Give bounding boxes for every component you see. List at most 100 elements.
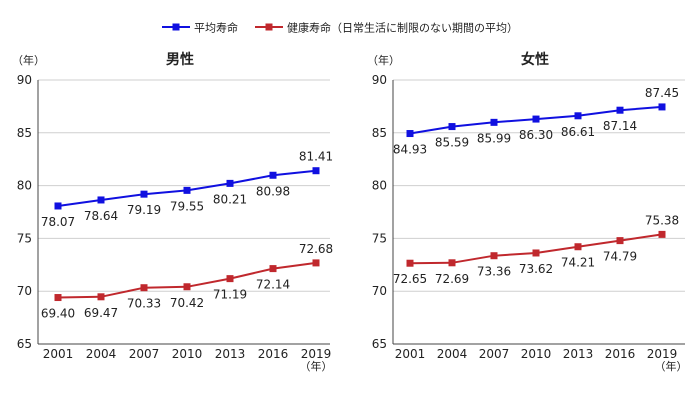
data-point	[312, 259, 320, 267]
data-point	[269, 171, 277, 179]
x-tick-label: 2007	[129, 347, 160, 361]
data-point	[532, 115, 540, 123]
data-label: 72.65	[393, 272, 427, 286]
data-label: 86.61	[561, 125, 595, 139]
data-label: 78.07	[41, 215, 75, 229]
data-point	[140, 190, 148, 198]
data-point	[183, 283, 191, 291]
data-point	[226, 275, 234, 283]
data-label: 80.98	[256, 184, 290, 198]
data-label: 79.19	[127, 203, 161, 217]
data-point	[448, 123, 456, 131]
data-label: 74.21	[561, 256, 595, 270]
data-label: 69.40	[41, 307, 75, 321]
data-point	[269, 265, 277, 273]
data-point	[448, 259, 456, 267]
x-tick-label: 2010	[172, 347, 203, 361]
data-label: 72.68	[299, 242, 333, 256]
data-label: 84.93	[393, 143, 427, 157]
data-label: 87.14	[603, 119, 637, 133]
data-point	[140, 284, 148, 292]
y-tick-label: 85	[17, 126, 32, 140]
x-tick-label: 2001	[43, 347, 74, 361]
x-tick-label: 2016	[605, 347, 636, 361]
y-tick-label: 90	[17, 73, 32, 87]
x-tick-label: 2004	[86, 347, 117, 361]
data-label: 75.38	[645, 213, 679, 227]
data-point	[312, 167, 320, 175]
data-point	[54, 294, 62, 302]
plot-area: 65 70 75 80 85 90 2001 2004 2007 2010 2013 2016 2019…	[17, 73, 333, 361]
plot-area: 65 70 75 80 85 90 2001 2004 2007 2010 2013 2016 2019…	[372, 73, 685, 361]
data-label: 70.33	[127, 297, 161, 311]
data-label: 78.64	[84, 209, 118, 223]
data-point	[97, 293, 105, 301]
y-axis-unit-label: （年）	[12, 53, 45, 67]
legend: 平均寿命 健康寿命（日常生活に制限のない期間の平均）	[162, 21, 518, 35]
data-point	[490, 118, 498, 126]
x-tick-label: 2004	[437, 347, 468, 361]
data-label: 72.69	[435, 272, 469, 286]
x-axis-unit-label: （年）	[655, 359, 688, 373]
y-axis-unit-label: （年）	[367, 53, 400, 67]
data-point	[406, 259, 414, 267]
chart-title: 女性	[521, 51, 549, 68]
x-tick-label: 2013	[563, 347, 594, 361]
x-tick-label: 2016	[258, 347, 289, 361]
data-label: 81.41	[299, 150, 333, 164]
x-tick-label: 2007	[479, 347, 510, 361]
legend-marker-blue	[172, 23, 180, 31]
data-label: 85.99	[477, 131, 511, 145]
data-label: 73.62	[519, 262, 553, 276]
x-tick-label: 2001	[395, 347, 426, 361]
y-tick-label: 70	[372, 284, 387, 298]
data-label: 70.42	[170, 296, 204, 310]
y-tick-label: 75	[17, 231, 32, 245]
x-tick-label: 2013	[215, 347, 246, 361]
data-point	[54, 202, 62, 210]
legend-item-average-life: 平均寿命	[162, 21, 238, 35]
data-point	[97, 196, 105, 204]
legend-marker-red	[265, 23, 273, 31]
legend-label: 健康寿命（日常生活に制限のない期間の平均）	[287, 21, 518, 35]
data-label: 73.36	[477, 265, 511, 279]
y-tick-label: 85	[372, 126, 387, 140]
chart-title: 男性	[166, 51, 194, 68]
x-tick-label: 2010	[521, 347, 552, 361]
chart-panel-female: （年） 女性 （年） 65 70 75 80 85 90 2001 2004 2007 2010 2…	[367, 51, 688, 373]
data-point	[658, 103, 666, 111]
x-axis-unit-label: （年）	[300, 359, 333, 373]
x-tick-label: 2019	[301, 347, 332, 361]
data-point	[490, 252, 498, 260]
chart-panel-male: （年） 男性 （年） 65 70 75 80 85 90 2001 2004 2007 2010 2…	[12, 51, 333, 373]
data-point	[183, 186, 191, 194]
legend-label: 平均寿命	[194, 21, 238, 35]
data-point	[532, 249, 540, 257]
data-point	[616, 106, 624, 114]
y-tick-label: 65	[17, 337, 32, 351]
data-point	[616, 237, 624, 245]
data-label: 80.21	[213, 192, 247, 206]
x-tick-label: 2019	[647, 347, 678, 361]
y-tick-label: 90	[372, 73, 387, 87]
y-tick-label: 65	[372, 337, 387, 351]
y-tick-label: 70	[17, 284, 32, 298]
data-label: 87.45	[645, 86, 679, 100]
data-point	[226, 179, 234, 187]
data-label: 72.14	[256, 278, 290, 292]
data-point	[574, 243, 582, 251]
data-point	[658, 230, 666, 238]
data-label: 79.55	[170, 199, 204, 213]
y-tick-label: 75	[372, 231, 387, 245]
y-tick-label: 80	[372, 179, 387, 193]
data-label: 71.19	[213, 288, 247, 302]
data-label: 69.47	[84, 306, 118, 320]
data-point	[406, 130, 414, 138]
data-label: 85.59	[435, 136, 469, 150]
data-point	[574, 112, 582, 120]
data-label: 74.79	[603, 250, 637, 264]
y-tick-label: 80	[17, 179, 32, 193]
data-label: 86.30	[519, 128, 553, 142]
